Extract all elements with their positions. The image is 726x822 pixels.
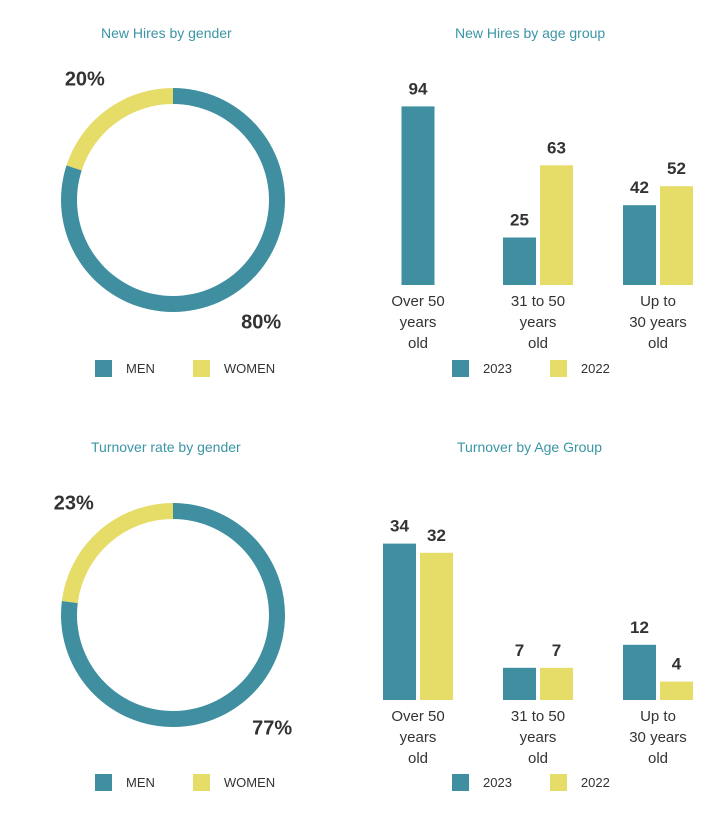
category-label-2-1: 30 years: [629, 729, 687, 746]
slice-women: [66, 88, 173, 171]
category-label-0-1: years: [400, 314, 437, 331]
hires-age-chart: 94 Over 50 years old 25 63 31 to 50 years old 42 5…: [391, 79, 693, 352]
legend-swatch-women: [192, 360, 210, 377]
data-label-2022-1: 63: [547, 138, 566, 157]
legend-item-2022: 2022: [549, 774, 610, 791]
turnover-gender-chart: 77% 23%: [54, 492, 293, 740]
bar-2022-1: [540, 667, 573, 700]
bar-2022-2: [660, 186, 693, 285]
legend-label-2023: 2023: [483, 361, 512, 376]
category-label-0-0: Over 50: [391, 293, 444, 310]
category-label-0-1: years: [400, 729, 437, 746]
slice-women: [61, 503, 174, 603]
legend-item-2023: 2023: [452, 360, 512, 377]
legend-swatch-women: [192, 774, 210, 791]
legend-swatch-2022: [549, 360, 567, 377]
legend-item-2023: 2023: [452, 774, 512, 791]
category-label-2-2: old: [648, 750, 668, 767]
data-label-2022-2: 4: [672, 655, 682, 674]
category-label-1-1: years: [520, 729, 557, 746]
data-label-2022-2: 52: [667, 159, 686, 178]
hires-age-title: New Hires by age group: [455, 25, 606, 41]
data-label-2022-0: 32: [427, 526, 446, 545]
bar-2022-0: [420, 552, 453, 700]
bar-2023-2: [623, 644, 656, 700]
hires-gender-legend: MEN WOMEN: [95, 360, 275, 377]
turnover-gender-panel: Turnover rate by gender 77% 23% MEN WOMEN: [0, 415, 360, 815]
data-label-2023-0: 34: [390, 517, 409, 536]
category-label-1-1: years: [520, 314, 557, 331]
hires-gender-panel: New Hires by gender 80% 20% MEN WOMEN: [0, 0, 360, 400]
legend-swatch-2023: [452, 774, 469, 791]
legend-label-2022: 2022: [580, 361, 610, 376]
legend-item-women: WOMEN: [192, 360, 276, 377]
bar-2023-1: [503, 237, 536, 285]
turnover-age-chart: 34 32 Over 50 years old 7 7 31 to 50 years old 12 4…: [383, 517, 693, 767]
legend-swatch-2023: [452, 360, 469, 377]
hires-gender-title: New Hires by gender: [101, 25, 232, 41]
legend-swatch-2022: [549, 774, 567, 791]
category-label-2-0: Up to: [640, 293, 676, 310]
bar-2022-1: [540, 165, 573, 285]
legend-label-men: MEN: [126, 775, 155, 790]
legend-item-2022: 2022: [549, 360, 610, 377]
bar-2023-1: [503, 667, 536, 700]
turnover-gender-title: Turnover rate by gender: [91, 439, 241, 455]
data-label-2023-1: 25: [510, 211, 529, 230]
bar-2023-0: [401, 106, 435, 286]
data-label-2022-1: 7: [552, 641, 561, 660]
legend-item-men: MEN: [95, 360, 155, 377]
data-label-2023-2: 12: [630, 618, 649, 637]
turnover-age-title: Turnover by Age Group: [457, 439, 603, 455]
legend-item-women: WOMEN: [192, 774, 276, 791]
slice-label-women: 20%: [65, 69, 105, 91]
category-label-1-0: 31 to 50: [511, 708, 565, 725]
category-label-1-0: 31 to 50: [511, 293, 565, 310]
legend-label-women: WOMEN: [223, 361, 276, 376]
slice-label-men: 80%: [241, 311, 281, 333]
category-label-1-2: old: [528, 750, 548, 767]
category-label-0-0: Over 50: [391, 708, 444, 725]
slice-label-men: 77%: [252, 718, 292, 740]
category-label-2-2: old: [648, 335, 668, 352]
legend-label-2022: 2022: [580, 775, 610, 790]
category-label-1-2: old: [528, 335, 548, 352]
hires-age-panel: New Hires by age group 94 Over 50 years old…: [360, 0, 726, 400]
bar-2023-2: [623, 205, 656, 285]
legend-label-men: MEN: [126, 361, 155, 376]
legend-swatch-men: [95, 360, 112, 377]
bar-2022-2: [660, 681, 693, 700]
legend-item-men: MEN: [95, 774, 155, 791]
category-label-0-2: old: [408, 335, 428, 352]
hires-age-legend: 2023 2022: [452, 360, 610, 377]
category-label-2-0: Up to: [640, 708, 676, 725]
turnover-gender-legend: MEN WOMEN: [95, 774, 275, 791]
legend-swatch-men: [95, 774, 112, 791]
data-label-2023-0: 94: [409, 79, 428, 98]
bar-2023-0: [383, 543, 416, 700]
hires-gender-chart: 80% 20%: [61, 69, 285, 333]
legend-label-2023: 2023: [483, 775, 512, 790]
turnover-age-panel: Turnover by Age Group 34 32 Over 50 years ol…: [360, 415, 726, 815]
category-label-2-1: 30 years: [629, 314, 687, 331]
data-label-2023-2: 42: [630, 178, 649, 197]
data-label-2023-1: 7: [515, 641, 524, 660]
slice-label-women: 23%: [54, 492, 94, 514]
turnover-age-legend: 2023 2022: [452, 774, 610, 791]
category-label-0-2: old: [408, 750, 428, 767]
legend-label-women: WOMEN: [223, 775, 276, 790]
